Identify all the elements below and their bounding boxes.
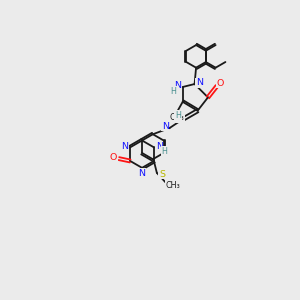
Text: S: S: [159, 169, 165, 178]
Text: N: N: [174, 81, 182, 90]
Text: O: O: [217, 79, 224, 88]
Text: CH₃: CH₃: [169, 113, 184, 122]
Text: N: N: [139, 169, 145, 178]
Text: N: N: [122, 142, 128, 151]
Text: H: H: [162, 147, 167, 156]
Text: N: N: [156, 142, 163, 151]
Text: CH₃: CH₃: [166, 181, 180, 190]
Text: N: N: [162, 122, 169, 131]
Text: H: H: [175, 111, 181, 120]
Text: N: N: [196, 78, 203, 87]
Text: O: O: [110, 153, 117, 162]
Text: H: H: [170, 87, 176, 96]
